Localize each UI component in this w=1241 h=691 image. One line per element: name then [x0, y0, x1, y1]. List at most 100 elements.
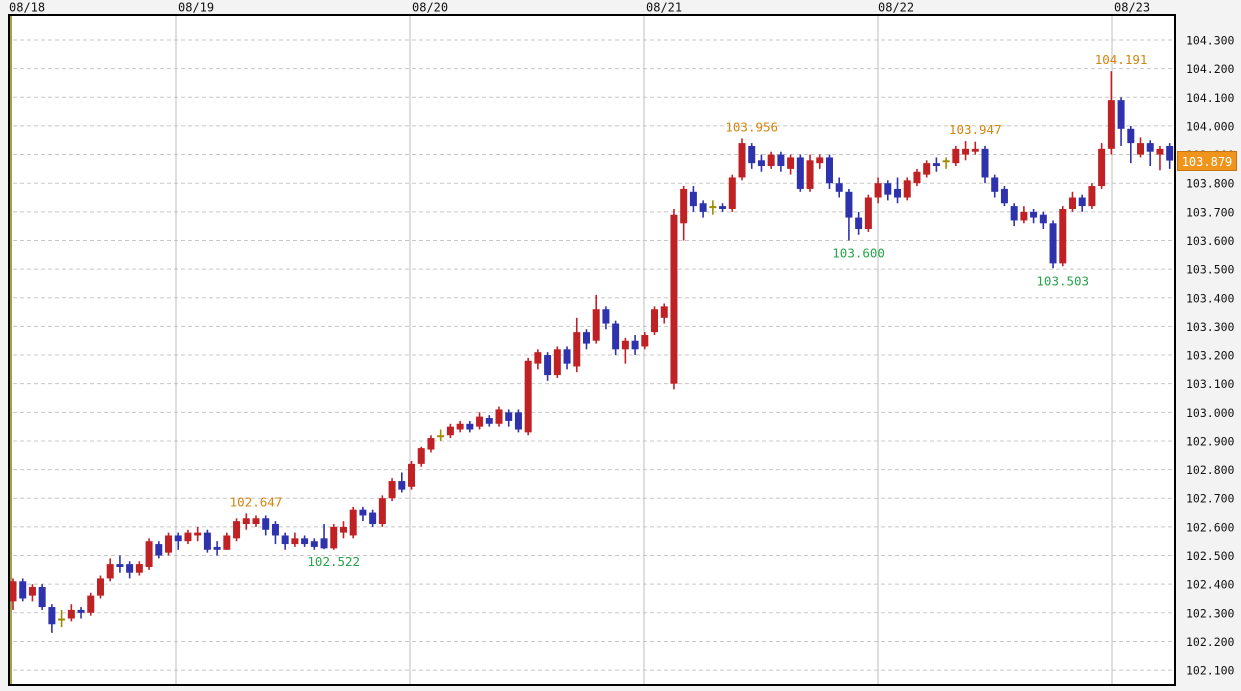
candle[interactable]	[971, 141, 979, 155]
candle[interactable]	[271, 521, 279, 545]
candle[interactable]	[126, 561, 134, 579]
candle[interactable]	[787, 154, 795, 175]
candle[interactable]	[641, 332, 649, 350]
candle[interactable]	[932, 157, 940, 172]
candle[interactable]	[203, 529, 211, 553]
candle[interactable]	[320, 524, 328, 550]
candle[interactable]	[777, 151, 785, 172]
candle[interactable]	[262, 515, 270, 536]
candle[interactable]	[621, 337, 629, 364]
candle[interactable]	[9, 578, 17, 610]
candle[interactable]	[446, 423, 454, 439]
candle[interactable]	[582, 329, 590, 350]
candle[interactable]	[1088, 183, 1096, 209]
candle[interactable]	[505, 409, 513, 427]
candle[interactable]	[135, 561, 143, 576]
candle[interactable]	[495, 406, 503, 427]
candle[interactable]	[38, 584, 46, 610]
candle[interactable]	[631, 334, 639, 356]
candle[interactable]	[1156, 145, 1164, 171]
candle[interactable]	[456, 420, 464, 433]
candle[interactable]	[349, 506, 357, 539]
candle[interactable]	[116, 555, 124, 573]
candle[interactable]	[223, 532, 231, 550]
candle[interactable]	[145, 538, 153, 570]
candle[interactable]	[213, 541, 221, 556]
candle[interactable]	[796, 154, 804, 192]
candle[interactable]	[563, 346, 571, 370]
candle[interactable]	[1078, 194, 1086, 212]
candle[interactable]	[106, 558, 114, 582]
candle[interactable]	[408, 461, 416, 490]
candle[interactable]	[67, 604, 75, 622]
candle[interactable]	[28, 584, 36, 602]
candle[interactable]	[991, 174, 999, 198]
candle[interactable]	[233, 518, 241, 542]
candle[interactable]	[757, 154, 765, 172]
candle[interactable]	[524, 357, 532, 436]
candle[interactable]	[388, 478, 396, 502]
candle[interactable]	[485, 415, 493, 427]
candle[interactable]	[806, 154, 814, 192]
candle[interactable]	[330, 524, 338, 550]
candle[interactable]	[194, 526, 202, 542]
candle[interactable]	[903, 177, 911, 201]
candle[interactable]	[242, 513, 250, 530]
candle[interactable]	[689, 186, 697, 212]
candle[interactable]	[602, 306, 610, 330]
candle[interactable]	[874, 177, 882, 204]
candle[interactable]	[77, 607, 85, 619]
candle[interactable]	[709, 200, 717, 215]
candle[interactable]	[1127, 125, 1135, 164]
candle[interactable]	[339, 521, 347, 539]
candle[interactable]	[767, 151, 775, 169]
candle[interactable]	[553, 346, 561, 378]
candle[interactable]	[544, 352, 552, 381]
candle[interactable]	[184, 529, 192, 545]
candle[interactable]	[1146, 140, 1154, 167]
candle[interactable]	[680, 186, 688, 241]
candle[interactable]	[962, 141, 970, 161]
candle[interactable]	[864, 194, 872, 232]
candle[interactable]	[514, 409, 522, 433]
candle[interactable]	[651, 306, 659, 335]
candle[interactable]	[1117, 97, 1125, 146]
candle[interactable]	[942, 157, 950, 169]
candle[interactable]	[87, 592, 95, 616]
candle[interactable]	[748, 143, 756, 169]
candle[interactable]	[592, 294, 600, 344]
candle[interactable]	[660, 303, 668, 324]
candle[interactable]	[1049, 220, 1057, 269]
candle[interactable]	[1068, 191, 1076, 212]
candle[interactable]	[534, 349, 542, 370]
candle[interactable]	[301, 535, 309, 547]
candle[interactable]	[894, 177, 902, 204]
candle[interactable]	[1020, 206, 1028, 224]
candle[interactable]	[913, 168, 921, 187]
candle[interactable]	[1030, 208, 1038, 224]
candle[interactable]	[884, 180, 892, 201]
candle[interactable]	[48, 604, 56, 633]
candle[interactable]	[369, 509, 377, 527]
candle[interactable]	[825, 154, 833, 189]
candle[interactable]	[19, 578, 27, 602]
candle[interactable]	[738, 138, 746, 181]
candle[interactable]	[952, 145, 960, 167]
candle[interactable]	[174, 532, 182, 550]
candle[interactable]	[291, 532, 299, 547]
candle[interactable]	[719, 203, 727, 212]
candle[interactable]	[728, 174, 736, 212]
candle[interactable]	[252, 515, 260, 527]
candle[interactable]	[96, 575, 104, 599]
candle[interactable]	[835, 177, 843, 198]
candle[interactable]	[310, 538, 318, 550]
candle[interactable]	[155, 541, 163, 559]
candle[interactable]	[281, 532, 289, 550]
candle[interactable]	[816, 154, 824, 169]
candle[interactable]	[466, 420, 474, 433]
candle[interactable]	[612, 320, 620, 356]
candle[interactable]	[1010, 203, 1018, 227]
candle[interactable]	[398, 472, 406, 493]
candle[interactable]	[437, 429, 445, 441]
candle[interactable]	[1098, 143, 1106, 189]
